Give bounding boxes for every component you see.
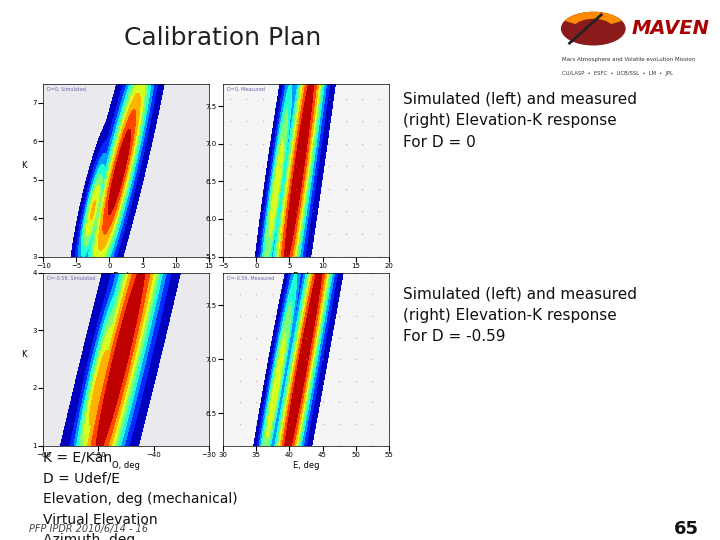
Circle shape <box>562 12 625 45</box>
Text: Calibration Plan: Calibration Plan <box>124 26 321 50</box>
Text: CU/LASP  •  ESFC  •  UCB/SSL  •  LM  •  JPL: CU/LASP • ESFC • UCB/SSL • LM • JPL <box>562 71 672 77</box>
Text: K = E/Κan
D = Udef/E
Elevation, deg (mechanical)
Virtual Elevation
Azimuth, deg: K = E/Κan D = Udef/E Elevation, deg (mec… <box>43 451 238 540</box>
Text: Mars Atmosphere and Volatile evoLution Mission: Mars Atmosphere and Volatile evoLution M… <box>562 57 695 62</box>
Y-axis label: K: K <box>22 350 27 359</box>
X-axis label: E, deg: E, deg <box>293 272 319 280</box>
Text: D=0, Measured: D=0, Measured <box>227 87 264 92</box>
Text: D=-0.59, Simulated: D=-0.59, Simulated <box>47 276 95 281</box>
Text: Simulated (left) and measured
(right) Elevation-K response
For D = 0: Simulated (left) and measured (right) El… <box>403 92 637 150</box>
Y-axis label: K: K <box>22 161 27 170</box>
Text: PFP IPDR 2010/6/14 - 16: PFP IPDR 2010/6/14 - 16 <box>29 524 148 534</box>
Wedge shape <box>566 12 621 23</box>
Text: Simulated (left) and measured
(right) Elevation-K response
For D = -0.59: Simulated (left) and measured (right) El… <box>403 286 637 345</box>
X-axis label: E, deg: E, deg <box>113 272 139 280</box>
Text: D=-0.59, Measured: D=-0.59, Measured <box>227 276 274 281</box>
Text: MAVEN: MAVEN <box>631 19 709 38</box>
Text: D=0, Simulated: D=0, Simulated <box>47 87 86 92</box>
X-axis label: E, deg: E, deg <box>293 461 319 469</box>
Text: 65: 65 <box>673 520 698 538</box>
X-axis label: O, deg: O, deg <box>112 461 140 469</box>
